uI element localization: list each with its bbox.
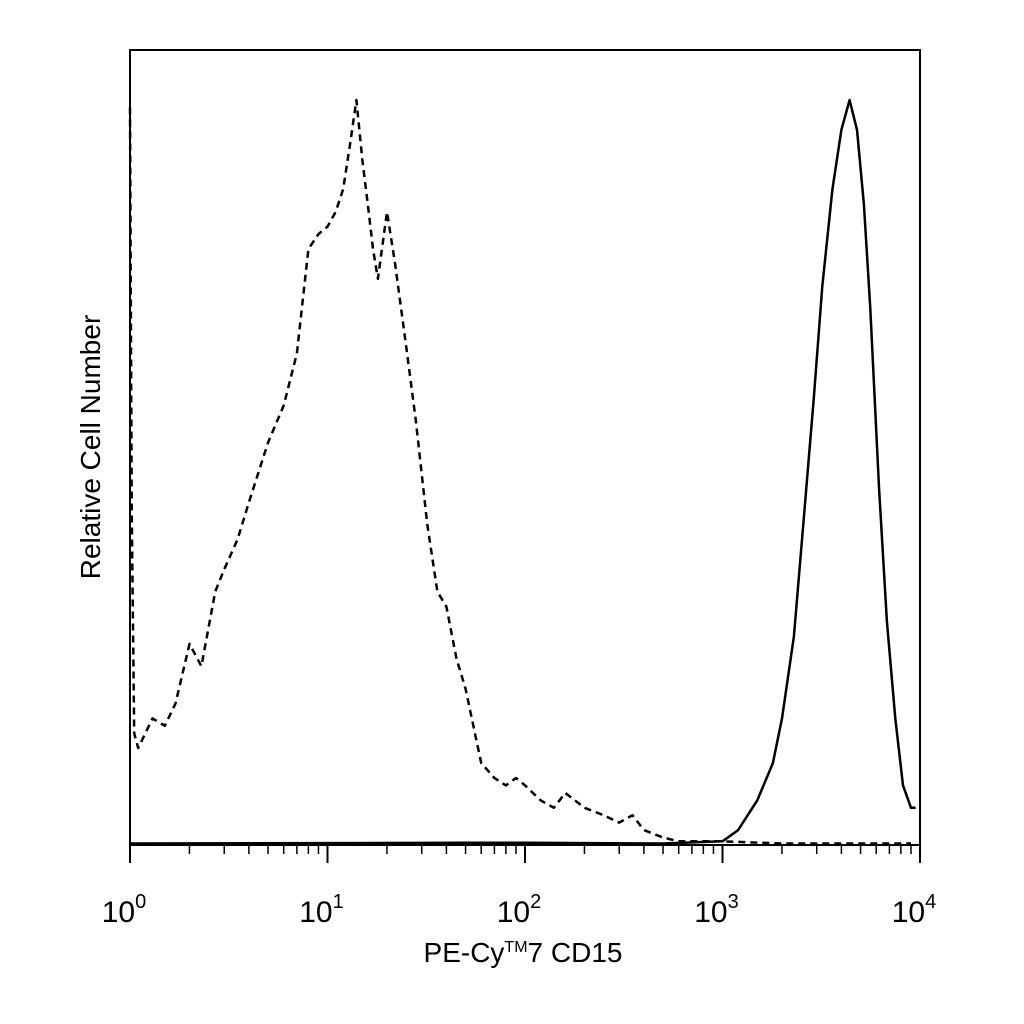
x-axis-ticks xyxy=(129,845,921,863)
plot-frame xyxy=(129,49,921,846)
x-tick-label-4: 104 xyxy=(892,891,937,929)
x-axis-title: PE-CyTM7 CD15 xyxy=(424,937,623,968)
x-tick-label-0: 100 xyxy=(102,891,147,929)
x-tick-label-2: 102 xyxy=(497,891,542,929)
x-tick-label-3: 103 xyxy=(694,891,739,929)
series-dashed-line xyxy=(128,98,911,845)
x-axis-tick-labels: 100 101 102 103 104 xyxy=(102,891,937,929)
series-group xyxy=(128,98,916,845)
y-axis-title: Relative Cell Number xyxy=(75,315,106,580)
x-tick-label-1: 101 xyxy=(299,891,344,929)
series-solid-line xyxy=(129,98,916,845)
